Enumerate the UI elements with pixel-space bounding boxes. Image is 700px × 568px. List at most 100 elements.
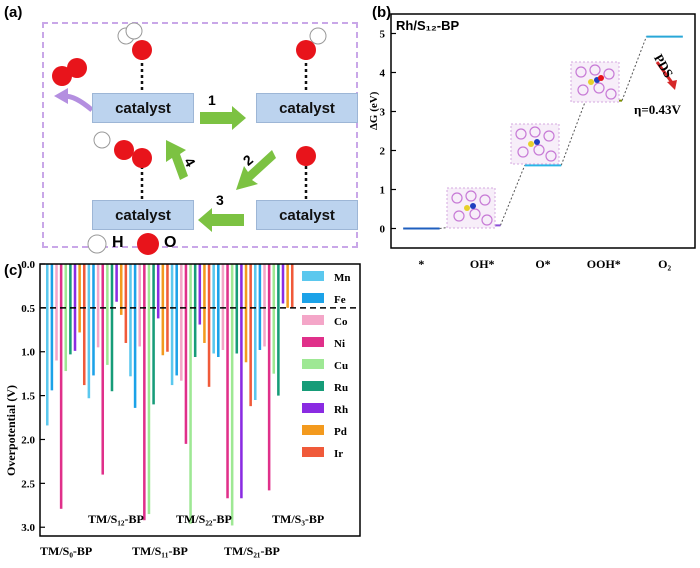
bar-Fe-2	[133, 264, 137, 408]
chart-b-ylabel: ΔG (eV)	[368, 91, 380, 130]
o-atom	[67, 58, 87, 78]
pds-arrow-icon	[655, 61, 675, 85]
structure-thumbnail-o	[510, 123, 560, 165]
y-tick-label: 1.0	[21, 347, 35, 359]
bar-Co-2	[138, 264, 141, 347]
bar-Ru-0	[69, 264, 72, 355]
legend-swatch-Rh	[302, 403, 324, 413]
legend-label-Rh: Rh	[334, 404, 348, 416]
y-tick-label: 1.5	[21, 391, 35, 403]
bar-Cu-1	[106, 264, 109, 365]
bar-Mn-2	[129, 264, 132, 377]
bar-Fe-4	[217, 264, 220, 358]
bar-Ir-0	[82, 264, 86, 386]
legend-label-Ni: Ni	[334, 338, 345, 350]
energy-connector-2	[499, 165, 526, 226]
group-label-s12: TM/S₁₂-BP	[88, 512, 144, 526]
bar-Ru-5	[277, 264, 280, 396]
legend-h-atom-icon	[87, 234, 107, 254]
legend-h-label: H	[112, 234, 124, 251]
h-atom	[93, 131, 111, 149]
bar-Ni-2	[143, 264, 146, 521]
h-atom	[309, 27, 327, 45]
bar-Rh-1	[115, 264, 118, 302]
legend-swatch-Cu	[302, 359, 324, 369]
bar-Cu-3	[189, 264, 192, 524]
bar-Rh-4	[240, 264, 243, 499]
catalyst-box-1: catalyst	[92, 93, 194, 123]
energy-connector-4	[621, 36, 647, 101]
bar-Co-3	[180, 264, 183, 381]
legend-swatch-Ir	[302, 447, 324, 457]
y-tick-label: 0.5	[21, 303, 35, 315]
bar-Mn-3	[170, 264, 174, 386]
bar-Mn-1	[87, 264, 91, 399]
y-tick-label: 3	[380, 107, 386, 119]
bar-Ir-4	[249, 264, 252, 407]
step-arrow-2-icon	[236, 150, 276, 190]
y-tick-label: 1	[380, 185, 386, 197]
bar-Co-0	[55, 264, 58, 361]
catalyst-box-3: catalyst	[256, 200, 358, 230]
catalyst-box-2: catalyst	[256, 93, 358, 123]
bar-Rh-5	[281, 264, 285, 304]
release-arrowhead-icon	[54, 88, 68, 104]
o-atom	[296, 40, 316, 60]
chart-b-title: Rh/S₁₂-BP	[396, 18, 460, 33]
y-tick-label: 0.0	[21, 260, 35, 271]
bar-Rh-3	[198, 264, 202, 325]
structure-thumbnail-oh	[446, 187, 496, 229]
legend-label-Co: Co	[334, 316, 348, 328]
legend-label-Fe: Fe	[334, 294, 346, 306]
x-category-label-1: OH*	[470, 257, 495, 271]
bar-Ir-5	[290, 264, 294, 308]
bar-Pd-3	[203, 264, 206, 343]
overpotential-chart: 0.0 0.5 1.0 1.5 2.0 2.5 3.0 Mn Fe Co Ni Cu Ru Rh Pd Ir	[21, 260, 361, 537]
panel-b-label: (b)	[372, 4, 392, 21]
x-category-label-0: *	[418, 257, 424, 271]
bar-Fe-3	[175, 264, 178, 376]
legend-label-Mn: Mn	[334, 272, 351, 284]
legend-swatch-Co	[302, 315, 324, 325]
panel-a-graphics	[52, 22, 327, 255]
bar-Fe-5	[258, 264, 262, 350]
bar-Co-5	[263, 264, 266, 347]
bar-Pd-0	[78, 264, 81, 333]
bar-Ir-3	[207, 264, 211, 387]
bar-Mn-5	[254, 264, 257, 400]
bar-Rh-2	[156, 264, 160, 319]
bar-Pd-4	[244, 264, 248, 363]
y-tick-label: 2.5	[21, 478, 35, 490]
bar-Cu-0	[64, 264, 68, 372]
bar-Ni-3	[184, 264, 188, 444]
o-atom	[52, 66, 72, 86]
legend-o-atom-icon	[137, 233, 159, 255]
bar-Ni-5	[267, 264, 271, 491]
bar-Ru-2	[152, 264, 155, 405]
group-label-s11: TM/S₁₁-BP	[132, 544, 188, 558]
catalyst-box-4: catalyst	[92, 200, 194, 230]
bar-Pd-2	[161, 264, 165, 356]
eta-label: η=0.43V	[634, 102, 681, 117]
bar-Ir-1	[124, 264, 128, 343]
release-arrow-icon	[63, 93, 94, 112]
bar-Co-4	[221, 264, 225, 350]
panel-a-frame	[42, 22, 358, 248]
y-tick-label: 2	[380, 146, 386, 158]
panel-c-label: (c)	[4, 262, 23, 279]
group-label-s22: TM/S₂₂-BP	[176, 512, 232, 526]
x-category-label-2: O*	[535, 257, 550, 271]
legend-swatch-Ru	[302, 381, 324, 391]
y-tick-label: 2.0	[21, 434, 35, 446]
bar-Mn-4	[212, 264, 215, 354]
bar-Pd-1	[119, 264, 123, 315]
bar-Cu-4	[230, 264, 234, 526]
y-tick-label: 4	[380, 68, 386, 80]
h-atom	[125, 22, 143, 40]
bar-Ni-4	[226, 264, 229, 499]
legend-swatch-Fe	[302, 293, 324, 303]
x-category-label-3: OOH*	[587, 257, 621, 271]
o-atom	[114, 140, 134, 160]
legend-swatch-Ni	[302, 337, 324, 347]
y-tick-label: 5	[380, 29, 386, 41]
